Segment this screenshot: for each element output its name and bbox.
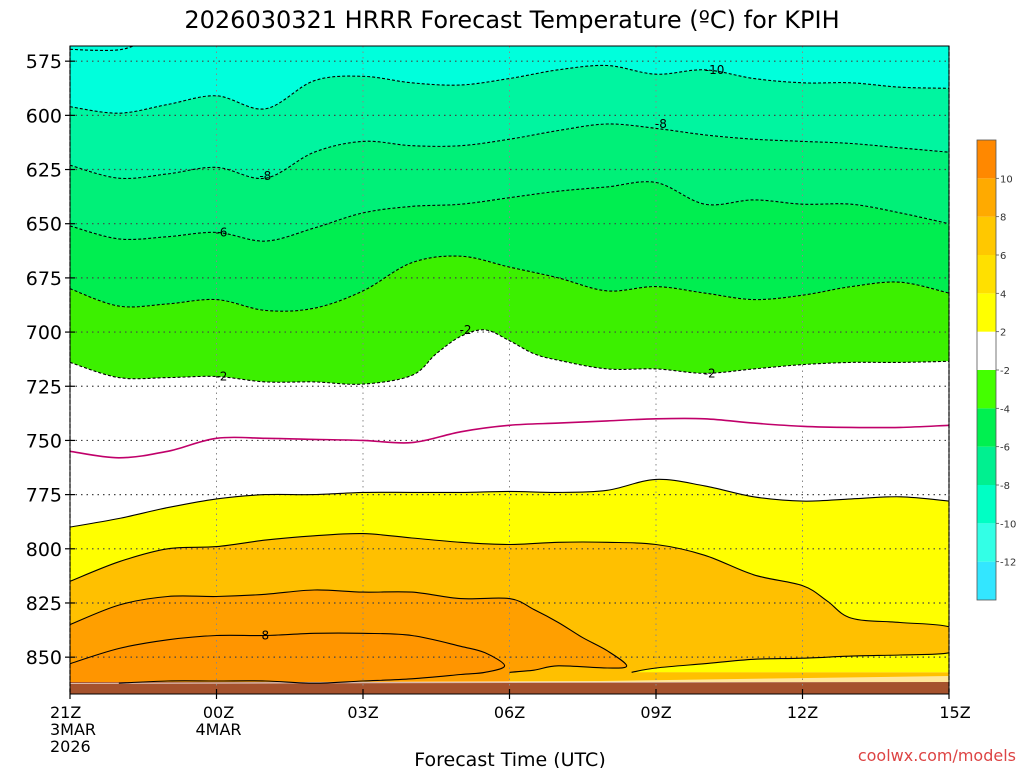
colorbar-segment (977, 178, 996, 217)
x-tick-label: 09Z (640, 703, 671, 722)
band-minus-8-to-minus-6 (70, 123, 949, 242)
colorbar-label: -10 (1000, 519, 1016, 530)
contour-label: -2 (460, 323, 472, 337)
colorbar-segment (977, 140, 996, 179)
contour-line-minus-6 (70, 181, 949, 242)
credit-text: coolwx.com/models (858, 746, 1016, 765)
x-tick-label: 03Z (347, 703, 378, 722)
colorbar-label: 10 (1000, 174, 1013, 185)
colorbar-segment (977, 408, 996, 447)
warm-pocket-core (70, 633, 505, 694)
y-tick-label: 750 (26, 430, 62, 452)
colorbar-label: -2 (1000, 366, 1010, 377)
y-tick-label: 800 (26, 539, 62, 561)
x-tick-label: 12Z (787, 703, 818, 722)
colorbar-segment (977, 331, 996, 370)
temperature-fill-bands (70, 46, 949, 694)
colorbar-label: -6 (1000, 443, 1010, 454)
y-tick-label: 675 (26, 268, 62, 290)
colorbar-label: 2 (1000, 328, 1006, 339)
y-tick-label: 600 (26, 105, 62, 127)
contour-label: -6 (215, 225, 227, 239)
colorbar-segment (977, 523, 996, 562)
x-tick-label: 3MAR (50, 720, 96, 739)
band-minus-2-to-plus-2 (70, 329, 949, 528)
contour-line-8 (70, 632, 506, 684)
x-tick-label: 06Z (494, 703, 525, 722)
x-tick-label: 00Z (203, 703, 234, 722)
terrain-layer (70, 676, 949, 694)
colorbar-segment (977, 293, 996, 332)
colorbar-label: 4 (1000, 289, 1006, 300)
contour-label: -2 (215, 370, 227, 384)
colorbar-segment (977, 216, 996, 255)
y-tick-label: 825 (26, 593, 62, 615)
terrain-edge (70, 676, 949, 684)
contour-line-minus-8 (70, 123, 949, 180)
colorbar-segment (977, 255, 996, 294)
band-plus-2-to-plus-4 (70, 479, 949, 673)
contour-line-0 (70, 417, 949, 459)
contour-label: -8 (655, 117, 667, 131)
contour-label: -8 (259, 169, 271, 183)
contour-line-2 (70, 478, 949, 528)
y-tick-label: 775 (26, 485, 62, 507)
band-minus-4-to-minus-2 (70, 256, 949, 385)
colorbar-label: -8 (1000, 481, 1010, 492)
x-tick-label: 21Z (50, 703, 81, 722)
contour-labels: -10 -8 -8 -6 -2 -2 -2 8 (215, 63, 724, 643)
y-axis: 575 600 625 650 675 700 725 750 775 800 825 850 (26, 51, 75, 669)
y-tick-label: 700 (26, 322, 62, 344)
band-minus-10-to-minus-8 (70, 65, 949, 179)
contour-label: 8 (262, 628, 270, 642)
terrain-fill (70, 682, 949, 694)
band-minus-6-to-minus-4 (70, 181, 949, 312)
x-tick-label: 15Z (939, 703, 970, 722)
colorbar-segment (977, 561, 996, 600)
colorbar-label: -4 (1000, 404, 1010, 415)
contour-line-4 (70, 533, 949, 673)
y-tick-label: 725 (26, 376, 62, 398)
y-tick-label: 575 (26, 51, 62, 73)
colorbar-label: -12 (1000, 558, 1016, 569)
contour-label: -2 (704, 366, 716, 380)
contour-label: -10 (705, 63, 725, 77)
x-axis-label: Forecast Time (UTC) (414, 749, 605, 768)
chart-title: 2026030321 HRRR Forecast Temperature (ºC… (184, 6, 839, 34)
y-tick-label: 850 (26, 647, 62, 669)
colorbar-label: 8 (1000, 213, 1006, 224)
y-tick-label: 625 (26, 160, 62, 182)
contour-line-minus-4 (70, 255, 949, 312)
contour-line-minus-12 (70, 46, 134, 51)
x-tick-label: 2026 (50, 737, 91, 756)
isotherm-contours (70, 46, 949, 684)
x-tick-label: 4MAR (195, 720, 241, 739)
contour-line-minus-2 (70, 329, 949, 385)
colorbar-segment (977, 485, 996, 524)
contour-line-6 (70, 589, 628, 673)
colorbar-segment (977, 370, 996, 409)
colorbar: -12 -10 -8 -6 -4 -2 2 4 6 8 10 (976, 139, 1016, 601)
colorbar-label: 6 (1000, 251, 1006, 262)
band-minus-12-to-minus-10 (70, 46, 949, 114)
colorbar-segment (977, 446, 996, 485)
y-tick-label: 650 (26, 214, 62, 236)
